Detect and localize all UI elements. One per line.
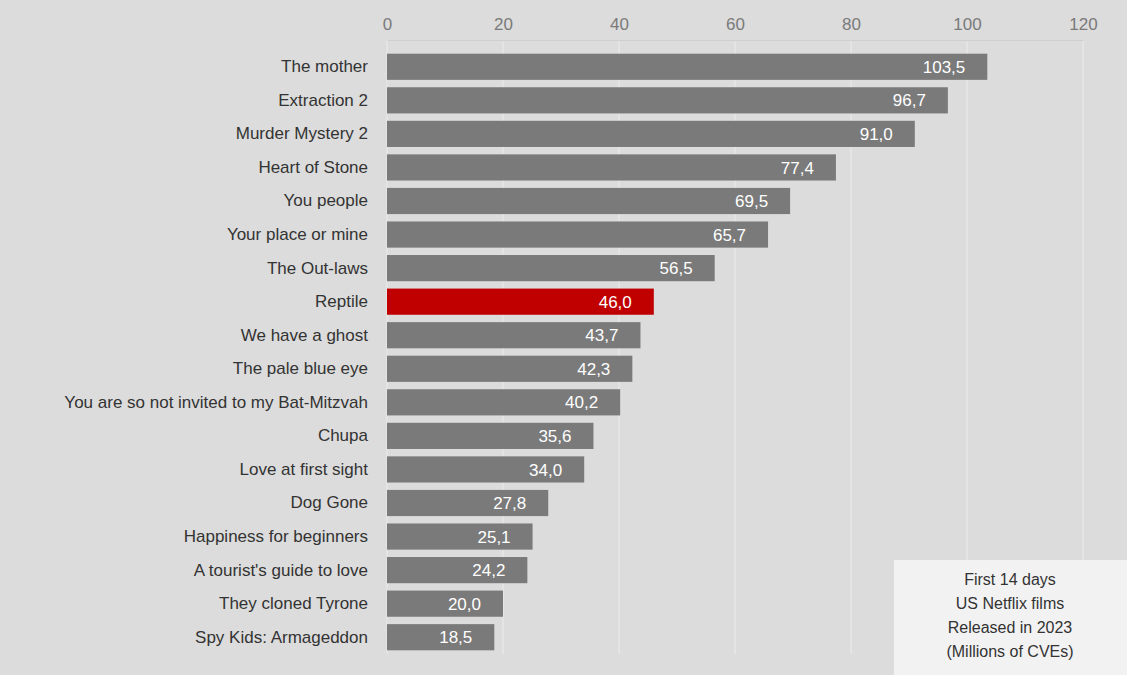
- tick: Extraction 2: [278, 91, 387, 110]
- y-axis: The mother Extraction 2 Murder Mystery 2 He…: [64, 51, 387, 655]
- tick: The Out-laws: [267, 259, 387, 278]
- category-label: Chupa: [318, 426, 369, 445]
- bar: [387, 54, 987, 80]
- data-label: 27,8: [493, 494, 526, 513]
- data-label: 65,7: [713, 226, 746, 245]
- data-label: 103,5: [923, 58, 966, 77]
- bar: [387, 322, 640, 348]
- bar: [387, 523, 533, 549]
- data-label: 35,6: [538, 427, 571, 446]
- bar: [387, 255, 715, 281]
- tick: 80: [842, 15, 861, 40]
- tick-label: 0: [383, 15, 392, 34]
- data-label: 18,5: [439, 628, 472, 647]
- category-label: A tourist's guide to love: [194, 561, 368, 580]
- tick: They cloned Tyrone: [219, 594, 387, 613]
- tick: Happiness for beginners: [184, 527, 387, 546]
- tick: The mother: [281, 57, 387, 76]
- tick: Your place or mine: [227, 225, 387, 244]
- category-label: Reptile: [315, 292, 368, 311]
- tick: 0: [383, 15, 392, 40]
- tick: Murder Mystery 2: [236, 124, 387, 143]
- bar: [387, 221, 768, 247]
- tick: The pale blue eye: [233, 359, 387, 378]
- x-axis: 0 20 40 60 80 100 120: [383, 15, 1098, 41]
- tick: 60: [726, 15, 745, 40]
- tick: Spy Kids: Armageddon: [195, 628, 387, 647]
- bar: [387, 87, 948, 113]
- data-label: 20,0: [448, 595, 481, 614]
- category-label: Murder Mystery 2: [236, 124, 368, 143]
- data-label: 25,1: [477, 528, 510, 547]
- category-label: Love at first sight: [239, 460, 368, 479]
- tick: A tourist's guide to love: [194, 561, 387, 580]
- bar: [387, 389, 620, 415]
- note-line: US Netflix films: [956, 595, 1064, 612]
- data-label: 96,7: [893, 91, 926, 110]
- bar: [387, 490, 548, 516]
- tick-label: 60: [726, 15, 745, 34]
- category-label: You are so not invited to my Bat-Mitzvah: [64, 393, 368, 412]
- category-label: Spy Kids: Armageddon: [195, 628, 368, 647]
- data-label: 34,0: [529, 461, 562, 480]
- category-label: Heart of Stone: [258, 158, 368, 177]
- bar: [387, 624, 494, 650]
- note-line: (Millions of CVEs): [946, 643, 1073, 660]
- category-label: You people: [284, 191, 368, 210]
- category-label: They cloned Tyrone: [219, 594, 368, 613]
- tick: Dog Gone: [291, 493, 388, 512]
- data-label: 69,5: [735, 192, 768, 211]
- category-label: The Out-laws: [267, 259, 368, 278]
- bar: [387, 591, 503, 617]
- bar: [387, 121, 915, 147]
- data-label: 42,3: [577, 360, 610, 379]
- data-label: 46,0: [599, 293, 632, 312]
- axis-line: [388, 40, 1084, 41]
- bar: [387, 423, 593, 449]
- bar: [387, 557, 527, 583]
- note-line: First 14 days: [964, 571, 1056, 588]
- tick: You are so not invited to my Bat-Mitzvah: [64, 393, 387, 412]
- chart: 0 20 40 60 80 100 120 The mother Extraction 2 Mur…: [0, 0, 1127, 675]
- tick: Heart of Stone: [258, 158, 387, 177]
- tick: Love at first sight: [239, 460, 387, 479]
- note: First 14 days US Netflix films Released in…: [894, 560, 1127, 675]
- tick-label: 40: [610, 15, 629, 34]
- note-line: Released in 2023: [948, 619, 1073, 636]
- bar: [387, 188, 790, 214]
- tick: 120: [1069, 15, 1097, 40]
- background: [0, 0, 1127, 675]
- tick-label: 80: [842, 15, 861, 34]
- tick: 100: [953, 15, 981, 40]
- data-label: 91,0: [860, 125, 893, 144]
- tick-label: 100: [953, 15, 981, 34]
- tick: 40: [610, 15, 629, 40]
- tick-label: 120: [1069, 15, 1097, 34]
- category-label: The pale blue eye: [233, 359, 368, 378]
- tick-label: 20: [494, 15, 513, 34]
- category-label: Extraction 2: [278, 91, 368, 110]
- note-box: [894, 560, 1127, 675]
- tick: Chupa: [318, 426, 387, 445]
- category-label: Happiness for beginners: [184, 527, 368, 546]
- bar: [387, 154, 836, 180]
- data-label: 24,2: [472, 561, 505, 580]
- data-label: 43,7: [585, 326, 618, 345]
- data-label: 40,2: [565, 393, 598, 412]
- tick: We have a ghost: [241, 326, 387, 345]
- data-label: 56,5: [660, 259, 693, 278]
- category-label: Dog Gone: [291, 493, 369, 512]
- data-label: 77,4: [781, 159, 814, 178]
- category-label: We have a ghost: [241, 326, 369, 345]
- data-labels: 103,5 96,791,0 77,4 69,5 65,7 56,5 46,0 43,7 42,…: [439, 58, 965, 647]
- tick: Reptile: [315, 292, 387, 311]
- bar: [387, 456, 584, 482]
- tick: You people: [284, 191, 387, 210]
- bar: [387, 356, 632, 382]
- category-label: The mother: [281, 57, 368, 76]
- axis-line: [387, 51, 388, 655]
- tick: 20: [494, 15, 513, 40]
- category-label: Your place or mine: [227, 225, 368, 244]
- bar: [387, 289, 654, 315]
